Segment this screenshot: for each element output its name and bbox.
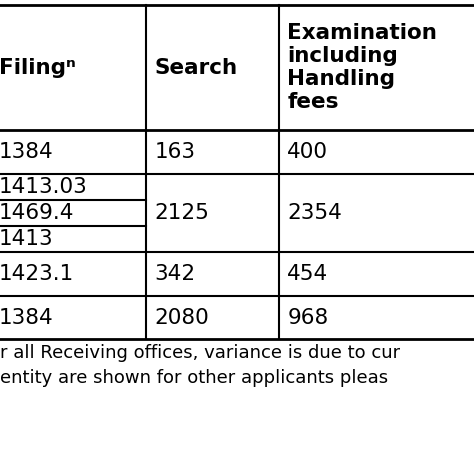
Text: 1413: 1413 <box>0 229 54 249</box>
Text: 1469.4: 1469.4 <box>0 203 74 223</box>
Text: 2080: 2080 <box>155 308 209 328</box>
Text: 1423.1: 1423.1 <box>0 264 74 284</box>
Text: entity are shown for other applicants pleas: entity are shown for other applicants pl… <box>0 369 388 387</box>
Text: 2125: 2125 <box>155 203 209 223</box>
Text: Filingⁿ: Filingⁿ <box>0 57 76 78</box>
Text: 1413.03: 1413.03 <box>0 177 88 197</box>
Text: Search: Search <box>155 57 237 78</box>
Text: 2354: 2354 <box>287 203 342 223</box>
Text: 968: 968 <box>287 308 328 328</box>
Text: 342: 342 <box>155 264 195 284</box>
Text: 1384: 1384 <box>0 308 54 328</box>
Text: 163: 163 <box>155 142 195 162</box>
Text: Examination
including
Handling
fees: Examination including Handling fees <box>287 23 438 112</box>
Text: 1384: 1384 <box>0 142 54 162</box>
Text: 454: 454 <box>287 264 328 284</box>
Text: r all Receiving offices, variance is due to cur: r all Receiving offices, variance is due… <box>0 344 400 362</box>
Text: 400: 400 <box>287 142 328 162</box>
